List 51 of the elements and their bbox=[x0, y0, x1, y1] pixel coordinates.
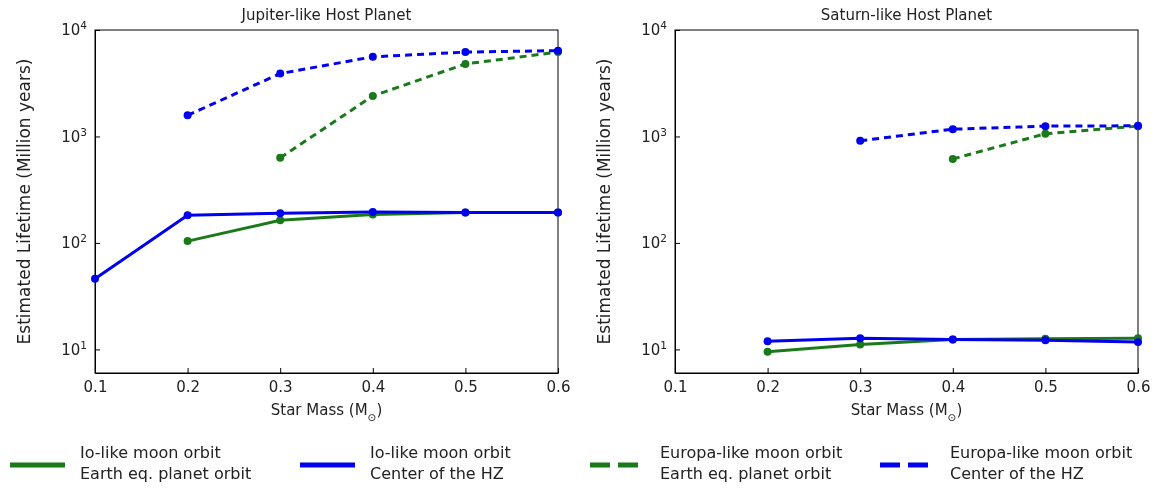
point bbox=[368, 92, 377, 100]
point bbox=[183, 211, 192, 220]
point bbox=[1041, 122, 1050, 131]
point bbox=[763, 347, 772, 356]
point bbox=[856, 136, 865, 145]
point bbox=[276, 69, 285, 78]
point bbox=[948, 154, 957, 163]
y-tick-label: 10$^{4}$ bbox=[61, 19, 88, 40]
point bbox=[183, 237, 192, 246]
point bbox=[276, 216, 285, 225]
y-tick-label: 10$^{2}$ bbox=[61, 232, 87, 253]
x-tick-label: 0.1 bbox=[663, 377, 688, 396]
x-tick-label: 0.2 bbox=[176, 377, 201, 396]
x-tick-label: 0.3 bbox=[848, 377, 873, 396]
point bbox=[368, 52, 377, 61]
x-tick-label: 0.2 bbox=[756, 377, 781, 396]
point bbox=[763, 337, 772, 346]
x-tick-label: 0.1 bbox=[83, 377, 108, 396]
y-axis-title: Estimated Lifetime (Million years) bbox=[594, 58, 614, 345]
point bbox=[183, 111, 192, 120]
x-tick-label: 0.4 bbox=[361, 377, 386, 396]
legend-label: Europa-like moon orbit Center of the HZ bbox=[950, 443, 1133, 483]
y-tick-label: 10$^{3}$ bbox=[641, 125, 667, 146]
x-axis-title: Star Mass (M$_{⊙}$) bbox=[850, 401, 963, 423]
y-tick-label: 10$^{1}$ bbox=[641, 338, 667, 359]
legend-label: Europa-like moon orbit Earth eq. planet orbit bbox=[660, 443, 843, 483]
x-tick-label: 0.6 bbox=[1126, 377, 1151, 396]
point bbox=[856, 334, 865, 343]
x-tick-label: 0.5 bbox=[1033, 377, 1058, 396]
point bbox=[276, 209, 285, 218]
point bbox=[276, 153, 285, 162]
point bbox=[461, 59, 470, 68]
y-tick-label: 10$^{4}$ bbox=[641, 19, 668, 40]
y-axis-title: Estimated Lifetime (Million years) bbox=[14, 58, 34, 345]
x-tick-label: 0.6 bbox=[546, 377, 571, 396]
x-axis-title: Star Mass (M$_{⊙}$) bbox=[270, 401, 383, 423]
y-tick-label: 10$^{3}$ bbox=[61, 125, 87, 146]
x-tick-label: 0.3 bbox=[268, 377, 293, 396]
point bbox=[948, 125, 957, 134]
point bbox=[1041, 129, 1050, 138]
x-tick-label: 0.4 bbox=[941, 377, 966, 396]
chart-title: Jupiter-like Host Planet bbox=[240, 6, 412, 24]
point bbox=[91, 274, 99, 283]
legend-label: Io-like moon orbit Earth eq. planet orbit bbox=[80, 443, 252, 483]
y-tick-label: 10$^{2}$ bbox=[641, 232, 667, 253]
legend-label: Io-like moon orbit Center of the HZ bbox=[370, 443, 511, 483]
y-tick-label: 10$^{1}$ bbox=[61, 338, 87, 359]
chart-title: Saturn-like Host Planet bbox=[820, 6, 993, 24]
point bbox=[461, 48, 470, 57]
point bbox=[1134, 338, 1142, 347]
x-tick-label: 0.5 bbox=[453, 377, 478, 396]
